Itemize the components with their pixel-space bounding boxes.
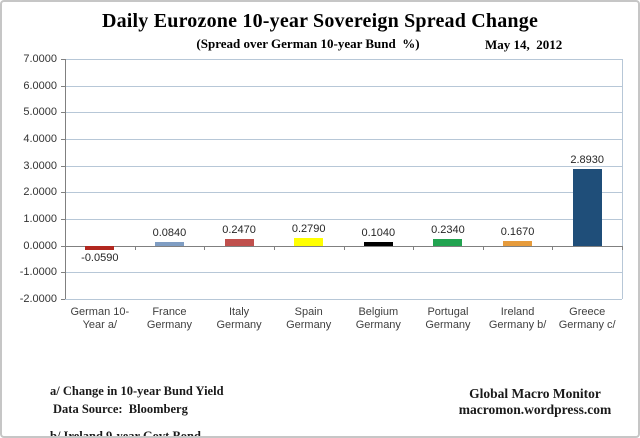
- y-axis-line: [65, 59, 66, 299]
- chart-title: Daily Eurozone 10-year Sovereign Spread …: [101, 10, 539, 32]
- data-source: Data Source: Bloomberg: [53, 402, 188, 416]
- bar: [85, 245, 115, 250]
- y-axis-tick: [61, 219, 65, 220]
- category-axis-tick: [65, 245, 66, 250]
- gridline: [65, 219, 622, 220]
- y-axis-tick: [61, 272, 65, 274]
- bar-value-label: 0.0840: [152, 226, 187, 239]
- category-axis-tick: [413, 245, 415, 250]
- bar-value-label: 2.8930: [570, 153, 605, 166]
- bar: [572, 168, 602, 246]
- category-label: Belgium Germany: [355, 306, 401, 331]
- y-axis-label: -2.0000: [19, 293, 57, 305]
- branding-url: macromon.wordpress.com: [458, 402, 612, 417]
- category-axis-tick: [622, 245, 623, 250]
- category-axis-tick: [343, 245, 345, 250]
- y-axis-tick: [61, 165, 65, 167]
- chart-date: May 14, 2012: [485, 37, 563, 52]
- gridline: [65, 59, 622, 60]
- y-axis-label: 1.0000: [23, 213, 57, 225]
- category-axis-tick: [482, 245, 484, 250]
- y-axis-tick: [61, 59, 65, 60]
- bar-value-label: -0.0590: [81, 251, 119, 264]
- y-axis-label: 3.0000: [23, 159, 57, 172]
- bar: [363, 241, 393, 246]
- gridline: [65, 192, 622, 194]
- bar: [433, 239, 463, 246]
- bar-value-label: 0.2470: [222, 224, 256, 237]
- y-axis-label: 2.0000: [23, 186, 57, 199]
- bar-chart-plot: 7.0000 6.0000 5.0000 4.0000 3.0000 2.0000 1.00…: [2, 2, 638, 352]
- chart-subtitle: (Spread over German 10-year Bund %): [196, 36, 420, 51]
- gridline: [65, 85, 622, 87]
- plot-right-border: [622, 59, 623, 299]
- bar-value-label: 0.2790: [291, 223, 326, 236]
- footnotes: a/ Change in 10-year Bund Yield b/ Irela…: [50, 354, 224, 438]
- gridline: [65, 165, 622, 167]
- branding-name: Global Macro Monitor: [469, 386, 601, 401]
- y-axis-tick: [61, 192, 65, 194]
- bar: [154, 241, 184, 246]
- gridline: [65, 299, 622, 300]
- y-axis-label: -1.0000: [19, 266, 57, 279]
- bar: [503, 241, 533, 246]
- gridline: [65, 112, 622, 114]
- category-label: Portugal Germany: [425, 306, 471, 331]
- category-label: Greece Germany c/: [558, 306, 616, 331]
- y-axis-tick: [61, 139, 65, 140]
- y-axis-tick: [61, 85, 65, 87]
- y-axis-tick: [61, 245, 65, 247]
- category-axis-tick: [552, 245, 554, 250]
- footnote-b: b/ Ireland 9-year Govt Bond: [50, 429, 201, 438]
- category-label: Ireland Germany b/: [488, 306, 547, 331]
- footnote-a: a/ Change in 10-year Bund Yield: [50, 384, 224, 398]
- gridline: [65, 272, 622, 274]
- category-label: German 10- Year a/: [70, 306, 130, 331]
- category-axis-tick: [273, 245, 275, 250]
- y-axis-tick: [61, 112, 65, 114]
- bar-value-label: 0.2340: [431, 224, 465, 237]
- y-axis-label: 4.0000: [23, 133, 57, 145]
- bar: [294, 238, 324, 246]
- category-axis-tick: [134, 245, 136, 250]
- y-axis-label: 7.0000: [23, 53, 57, 65]
- category-label: France Germany: [146, 306, 193, 331]
- bar-value-label: 0.1040: [361, 226, 396, 239]
- y-axis-label: 0.0000: [23, 239, 57, 252]
- y-axis-tick: [61, 299, 65, 300]
- category-label: Spain Germany: [286, 306, 332, 331]
- y-axis-label: 5.0000: [23, 106, 57, 119]
- branding: Global Macro Monitor macromon.wordpress.…: [454, 386, 616, 418]
- bar: [224, 239, 254, 246]
- category-axis-tick: [204, 245, 206, 250]
- bar-value-label: 0.1670: [500, 226, 535, 239]
- category-label: Italy Germany: [216, 306, 262, 331]
- gridline: [65, 139, 622, 140]
- y-axis-label: 6.0000: [23, 79, 57, 92]
